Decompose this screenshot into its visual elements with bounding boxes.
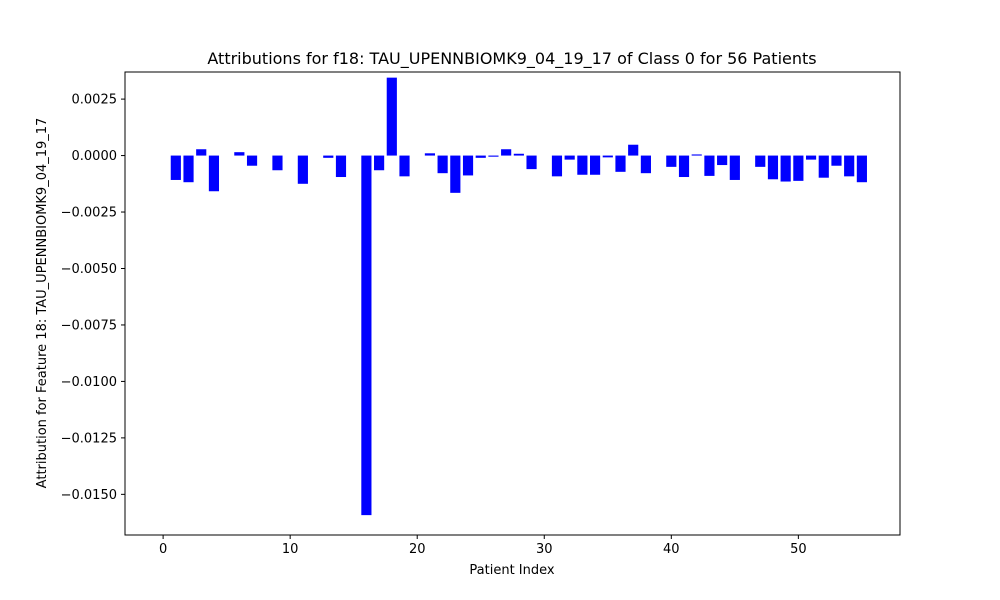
bar-patient-50 — [793, 155, 804, 181]
bar-patient-21 — [424, 153, 435, 156]
bars-group — [170, 77, 867, 516]
bar-patient-43 — [704, 155, 715, 176]
bar-patient-25 — [475, 155, 486, 158]
bar-patient-17 — [374, 155, 385, 171]
x-tick-label: 40 — [663, 542, 680, 557]
y-tick-label: 0.0000 — [72, 149, 118, 164]
bar-patient-7 — [246, 155, 258, 166]
bar-patient-2 — [183, 155, 194, 183]
y-ticks-group: 0.0025 0.0000 −0.0025 −0.0050 −0.0075 −0.0100… — [61, 93, 125, 503]
bar-patient-19 — [399, 155, 410, 177]
plot-frame — [124, 71, 901, 536]
x-tick-label: 10 — [282, 542, 299, 557]
x-tick-label: 0 — [159, 542, 167, 557]
bar-patient-24 — [462, 155, 474, 176]
bar-patient-55 — [856, 155, 867, 183]
y-tick-label: −0.0075 — [61, 318, 117, 333]
bar-patient-13 — [323, 155, 334, 158]
bar-patient-18 — [386, 77, 397, 156]
bar-patient-52 — [818, 155, 829, 178]
bar-patient-48 — [767, 155, 779, 180]
bar-patient-44 — [717, 155, 728, 166]
bar-patient-22 — [437, 155, 448, 174]
x-tick-label: 50 — [790, 542, 807, 557]
bar-patient-54 — [844, 155, 855, 177]
x-ticks-group: 0 10 20 30 40 50 — [159, 535, 807, 557]
bar-patient-29 — [526, 155, 537, 170]
bar-patient-38 — [640, 155, 651, 174]
bar-patient-27 — [501, 149, 512, 156]
bar-patient-40 — [666, 155, 677, 167]
bar-patient-47 — [755, 155, 766, 167]
bar-patient-28 — [513, 153, 524, 156]
bar-patient-33 — [577, 155, 588, 175]
y-tick-label: −0.0025 — [61, 206, 117, 221]
bar-patient-32 — [564, 155, 575, 160]
x-tick-label: 30 — [536, 542, 553, 557]
bar-patient-37 — [628, 144, 639, 156]
bar-patient-26 — [488, 155, 499, 157]
bar-patient-23 — [450, 155, 461, 193]
bar-patient-35 — [602, 155, 613, 158]
y-tick-label: −0.0100 — [61, 375, 117, 390]
bar-patient-1 — [170, 155, 181, 180]
y-axis-label: Attribution for Feature 18: TAU_UPENNBIO… — [35, 118, 50, 489]
bar-patient-11 — [297, 155, 308, 184]
y-tick-label: 0.0025 — [72, 93, 118, 108]
bar-patient-42 — [691, 154, 702, 156]
bar-patient-34 — [590, 155, 601, 175]
bar-patient-49 — [780, 155, 791, 182]
bar-patient-36 — [615, 155, 626, 172]
bar-patient-31 — [551, 155, 563, 177]
y-tick-label: −0.0125 — [61, 431, 117, 446]
bar-patient-53 — [831, 155, 842, 166]
bar-patient-9 — [272, 155, 283, 171]
bar-patient-6 — [234, 152, 245, 156]
x-axis-label: Patient Index — [469, 563, 554, 578]
x-tick-label: 20 — [409, 542, 426, 557]
bar-patient-51 — [805, 155, 817, 160]
y-tick-label: −0.0050 — [61, 262, 117, 277]
bar-patient-41 — [678, 155, 690, 178]
bar-patient-3 — [196, 149, 207, 156]
bar-patient-16 — [361, 155, 372, 516]
bar-patient-4 — [208, 155, 220, 192]
bar-patient-14 — [335, 155, 347, 178]
y-tick-label: −0.0150 — [61, 488, 117, 503]
bar-patient-45 — [729, 155, 740, 180]
chart-title: Attributions for f18: TAU_UPENNBIOMK9_04… — [207, 49, 816, 69]
